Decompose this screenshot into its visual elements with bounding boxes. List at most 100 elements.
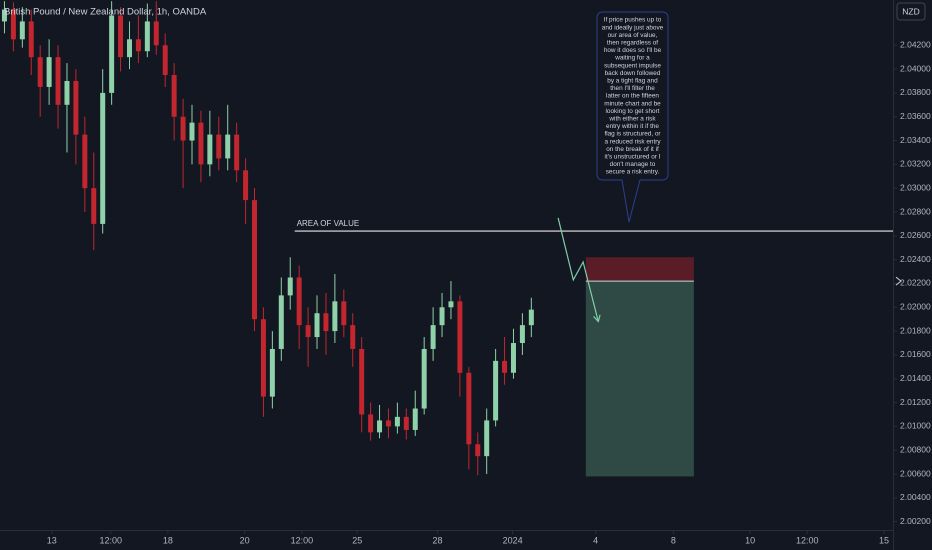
candle-body [350, 325, 356, 349]
note-line: minute chart and be [604, 100, 661, 107]
x-tick-label: 18 [163, 535, 173, 545]
candle-body [430, 325, 436, 349]
candle-body [1, 9, 7, 22]
candle-body [457, 301, 463, 373]
candle-body [296, 277, 302, 326]
candle-body [510, 343, 516, 373]
y-tick-label: 2.00600 [900, 468, 931, 478]
note-line: on the break of it if [606, 146, 659, 153]
y-tick-label: 2.00200 [900, 516, 931, 526]
x-tick-label: 12:00 [796, 535, 819, 545]
x-tick-label: 28 [433, 535, 443, 545]
y-tick-label: 2.03200 [900, 159, 931, 169]
candle-body [394, 416, 400, 427]
note-bubble [596, 11, 669, 223]
candle-body [314, 313, 320, 338]
currency-label: NZD [902, 6, 919, 16]
note-line: our area of value, [608, 32, 658, 39]
candle-body [126, 39, 132, 58]
candle-body [448, 301, 454, 308]
note-line: don't manage to [610, 161, 656, 168]
candle-body [341, 301, 347, 326]
candle-body [64, 80, 70, 105]
candle-body [28, 21, 34, 58]
chart-title: British Pound / New Zealand Dollar, 1h, … [4, 7, 207, 18]
note-line: then I'll filter the [610, 85, 655, 92]
candle-body [484, 420, 490, 457]
candle-body [118, 15, 124, 58]
candle-body [332, 301, 338, 332]
candle-body [377, 420, 383, 433]
y-tick-label: 2.03600 [900, 111, 931, 121]
candle-body [234, 134, 240, 171]
candle-body [180, 116, 186, 141]
note-line: with either a risk [608, 115, 656, 122]
candle-body [171, 75, 177, 117]
y-tick-label: 2.00800 [900, 444, 931, 454]
y-tick-label: 2.01800 [900, 325, 931, 335]
candle-body [243, 170, 249, 201]
candle-body [421, 348, 427, 409]
note-line: waiting for a [614, 55, 650, 62]
candle-body [519, 325, 525, 344]
target-zone [585, 281, 694, 477]
x-tick-label: 4 [593, 535, 598, 545]
candle-body [323, 313, 329, 332]
candle-body [135, 39, 141, 52]
candle-body [19, 21, 25, 40]
candle-body [403, 416, 409, 430]
note-line: back down followed [605, 70, 661, 77]
entry-marker [895, 276, 902, 286]
candle-body [385, 420, 391, 427]
candle-body [46, 57, 52, 87]
note-line: it's unstructured or I [605, 153, 661, 160]
candle-body [37, 57, 43, 87]
note-line: flag is structured, or [604, 131, 661, 138]
currency-box[interactable] [896, 2, 926, 21]
y-tick-label: 2.00400 [900, 492, 931, 502]
candle-body [55, 57, 61, 105]
y-tick-label: 2.02800 [900, 206, 931, 216]
candle-body [466, 372, 472, 445]
candle-body [252, 200, 258, 320]
x-tick-label: 15 [879, 535, 889, 545]
candle-body [260, 319, 266, 397]
candle-body [82, 134, 88, 189]
y-tick-label: 2.01400 [900, 373, 931, 383]
y-tick-label: 2.01200 [900, 397, 931, 407]
y-tick-label: 2.01600 [900, 349, 931, 359]
plot: AREA OF VALUE [1, 1, 893, 477]
candle-body [359, 348, 365, 415]
candle-body [439, 307, 445, 326]
candle-body [216, 134, 222, 159]
arrow-head [593, 314, 601, 323]
candle-body [109, 15, 115, 93]
y-tick-label: 2.03800 [900, 87, 931, 97]
candle-body [305, 325, 311, 338]
note-line: entry within it if the [606, 123, 659, 130]
candle-body [162, 45, 168, 76]
x-tick-label: 12:00 [99, 535, 122, 545]
y-tick-label: 2.01000 [900, 421, 931, 431]
y-tick-label: 2.04000 [900, 63, 931, 73]
candle-body [225, 134, 231, 159]
note-line: latter on the fifteen [606, 93, 659, 100]
y-tick-label: 2.02000 [900, 302, 931, 312]
y-tick-label: 2.04200 [900, 40, 931, 50]
candle-body [493, 360, 499, 421]
candle-body [198, 122, 204, 165]
stop-zone [585, 257, 694, 282]
y-tick-label: 2.03000 [900, 182, 931, 192]
x-tick-label: 10 [745, 535, 755, 545]
x-tick-label: 2024 [503, 535, 523, 545]
candle-body [207, 134, 213, 165]
candle-body [91, 188, 97, 224]
candle-body [100, 92, 106, 224]
candle-body [144, 21, 150, 52]
candle-body [73, 80, 79, 135]
note-line: looking to get short [606, 108, 660, 115]
candle-body [269, 348, 275, 397]
note-line: by a tight flag and [607, 77, 658, 84]
